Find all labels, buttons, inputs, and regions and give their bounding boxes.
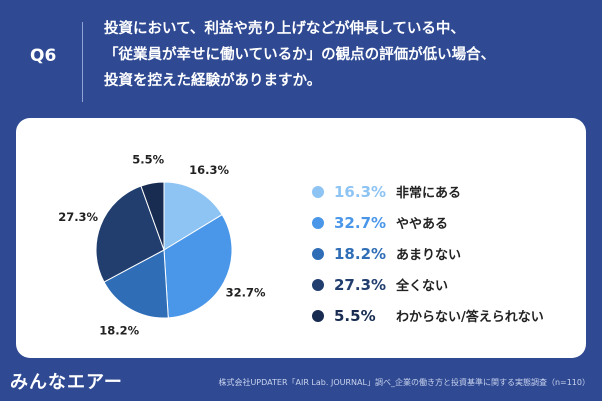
legend-item-not-much: 18.2% あまりない [312, 238, 582, 269]
legend-swatch [312, 309, 324, 322]
legend-swatch [312, 185, 324, 198]
question-line-2: 「従業員が幸せに働いているか」の観点の評価が低い場合、 [104, 47, 496, 63]
pie-label-somewhat: 32.7% [226, 286, 266, 300]
legend-swatch [312, 247, 324, 260]
question-line-1: 投資において、利益や売り上げなどが伸長している中、 [104, 21, 465, 37]
question-text: 投資において、利益や売り上げなどが伸長している中、 「従業員が幸せに働いているか… [104, 16, 594, 94]
legend-label: 非常にある [396, 186, 462, 201]
legend-label: ややある [396, 217, 449, 232]
legend: 16.3% 非常にある 32.7% ややある 18.2% あまりない 27.3%… [312, 176, 582, 331]
legend-item-dont-know: 5.5% わからない/答えられない [312, 300, 582, 331]
pie-slice-not-much [103, 249, 169, 319]
legend-percent: 16.3% [334, 182, 387, 201]
pie-label-very-much: 16.3% [189, 163, 229, 177]
legend-percent: 5.5% [334, 306, 376, 325]
legend-item-not-at-all: 27.3% 全くない [312, 269, 582, 300]
legend-percent: 18.2% [334, 244, 387, 263]
pie-slice-not-at-all [95, 185, 165, 283]
question-divider [82, 22, 83, 102]
legend-swatch [312, 216, 324, 229]
source-note: 株式会社UPDATER「AIR Lab. JOURNAL」調べ_企業の働き方と投… [218, 378, 590, 387]
pie-slice-very-much [163, 181, 223, 251]
pie-chart: 16.3% 32.7% 18.2% 27.3% 5.5% [58, 152, 266, 337]
pie-slice-dont-know [140, 181, 165, 251]
pie-label-not-much: 18.2% [99, 323, 139, 337]
brand-logo: みんなエアー [10, 372, 123, 393]
question-number: Q6 [30, 46, 57, 66]
legend-label: 全くない [396, 279, 449, 294]
question-header: Q6 投資において、利益や売り上げなどが伸長している中、 「従業員が幸せに働いて… [0, 0, 602, 118]
legend-percent: 27.3% [334, 275, 387, 294]
legend-label: あまりない [396, 248, 462, 263]
pie-slice-somewhat [163, 213, 233, 319]
pie-label-not-at-all: 27.3% [58, 210, 98, 224]
legend-label: わからない/答えられない [396, 310, 544, 325]
legend-item-somewhat: 32.7% ややある [312, 207, 582, 238]
legend-percent: 32.7% [334, 213, 387, 232]
pie-label-dont-know: 5.5% [132, 152, 164, 166]
question-line-3: 投資を控えた経験がありますか。 [104, 73, 322, 89]
chart-panel: 16.3% 32.7% 18.2% 27.3% 5.5% 16.3% 非常にある 32.… [16, 118, 586, 358]
legend-swatch [312, 278, 324, 291]
legend-item-very-much: 16.3% 非常にある [312, 176, 582, 207]
